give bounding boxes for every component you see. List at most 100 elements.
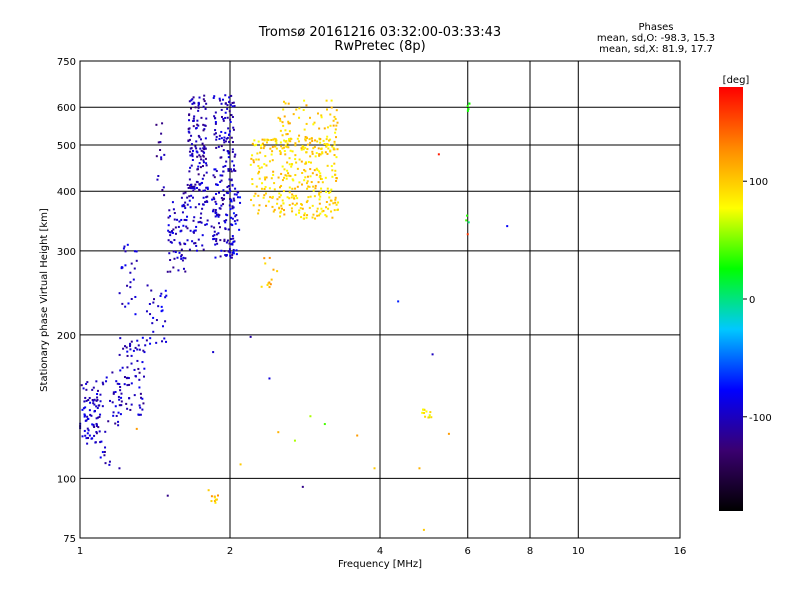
data-point	[316, 169, 319, 172]
data-point	[230, 216, 233, 219]
data-point	[210, 495, 213, 498]
data-point	[192, 219, 195, 222]
stats-x-mode: mean, sd,X: 81.9, 17.7	[599, 44, 713, 55]
data-point	[82, 407, 85, 410]
data-point	[250, 198, 253, 201]
data-point	[278, 150, 281, 153]
data-point	[273, 137, 276, 140]
data-point	[228, 204, 231, 207]
data-point	[279, 129, 282, 132]
data-point	[189, 229, 192, 232]
data-point	[232, 101, 235, 104]
data-point	[324, 151, 327, 154]
data-point	[155, 341, 158, 344]
data-point	[139, 413, 142, 416]
data-point	[178, 251, 181, 254]
data-point	[202, 123, 205, 126]
data-point	[305, 216, 308, 219]
data-point	[219, 99, 222, 102]
data-point	[224, 140, 227, 143]
data-point	[250, 157, 253, 160]
data-point	[302, 217, 305, 220]
data-point	[313, 169, 316, 172]
data-point	[174, 226, 177, 229]
data-point	[199, 220, 202, 223]
data-point	[263, 145, 266, 148]
data-point	[141, 336, 144, 339]
data-point	[281, 199, 284, 202]
data-point	[136, 339, 139, 342]
data-point	[215, 170, 218, 173]
data-point	[167, 224, 170, 227]
data-point	[332, 202, 335, 205]
data-point	[231, 243, 234, 246]
data-point	[223, 240, 226, 243]
data-point	[288, 186, 291, 189]
data-point	[321, 181, 324, 184]
data-point	[220, 137, 223, 140]
data-point	[229, 168, 232, 171]
data-point	[437, 153, 440, 156]
data-point	[132, 278, 135, 281]
data-point	[251, 154, 254, 157]
data-point	[295, 108, 298, 111]
data-point	[204, 147, 207, 150]
data-point	[202, 155, 205, 158]
data-point	[312, 213, 315, 216]
colorbar-label: [deg]	[723, 75, 750, 86]
data-point	[305, 137, 308, 140]
data-point	[232, 248, 235, 251]
data-point	[325, 143, 328, 146]
data-point	[85, 399, 88, 402]
data-point	[204, 137, 207, 140]
data-point	[143, 351, 146, 354]
data-point	[188, 131, 191, 134]
data-point	[227, 127, 230, 130]
data-point	[318, 154, 321, 157]
data-point	[334, 196, 337, 199]
data-point	[88, 396, 91, 399]
data-point	[182, 256, 185, 259]
data-point	[287, 120, 290, 123]
data-point	[163, 153, 166, 156]
data-point	[238, 228, 241, 231]
data-point	[309, 195, 312, 198]
data-point	[86, 432, 89, 435]
data-point	[160, 156, 163, 159]
data-point	[184, 270, 187, 273]
data-point	[298, 134, 301, 137]
data-point	[124, 345, 127, 348]
data-point	[269, 196, 272, 199]
data-point	[203, 151, 206, 154]
data-point	[356, 434, 359, 437]
data-point	[226, 116, 229, 119]
data-point	[257, 209, 260, 212]
data-point	[198, 183, 201, 186]
data-point	[331, 175, 334, 178]
data-point	[197, 165, 200, 168]
data-point	[309, 155, 312, 158]
data-point	[217, 222, 220, 225]
data-point	[234, 215, 237, 218]
data-point	[213, 168, 216, 171]
data-point	[95, 424, 98, 427]
data-point	[230, 178, 233, 181]
data-point	[300, 216, 303, 219]
data-point	[90, 414, 93, 417]
data-point	[318, 127, 321, 130]
data-point	[315, 173, 318, 176]
data-point	[86, 381, 89, 384]
data-point	[101, 381, 104, 384]
data-point	[268, 256, 271, 259]
data-point	[180, 254, 183, 257]
data-point	[254, 192, 257, 195]
data-point	[84, 396, 87, 399]
data-point	[232, 212, 235, 215]
data-point	[91, 388, 94, 391]
data-point	[225, 219, 228, 222]
data-point	[233, 220, 236, 223]
data-point	[133, 267, 136, 270]
data-point	[227, 150, 230, 153]
data-point	[138, 348, 141, 351]
data-point	[429, 411, 432, 414]
